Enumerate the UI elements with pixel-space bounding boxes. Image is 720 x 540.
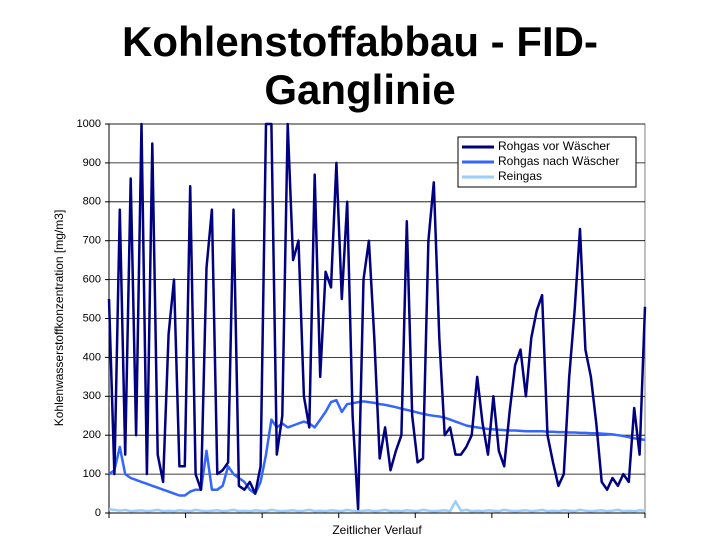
y-axis-label: Kohlenwasserstoffkonzentration [mg/m3] (52, 210, 66, 427)
y-tick-label: 300 (83, 390, 101, 402)
y-tick-label: 200 (83, 429, 101, 441)
y-tick-label: 400 (83, 351, 101, 363)
y-tick-label: 600 (83, 274, 101, 286)
legend-label: Rohgas nach Wäscher (498, 154, 619, 168)
y-tick-label: 0 (95, 507, 101, 519)
chart-title: Kohlenstoffabbau - FID-Ganglinie (122, 18, 598, 113)
y-tick-label: 900 (83, 157, 101, 169)
legend-label: Reingas (498, 169, 542, 183)
y-tick-label: 500 (83, 312, 101, 324)
y-tick-label: 100 (83, 468, 101, 480)
y-tick-label: 1000 (77, 118, 101, 130)
y-tick-label: 800 (83, 196, 101, 208)
legend-label: Rohgas vor Wäscher (498, 139, 610, 153)
y-tick-label: 700 (83, 235, 101, 247)
x-axis-label: Zeitlicher Verlauf (332, 523, 422, 537)
series-line (108, 500, 646, 513)
series-line (107, 122, 647, 511)
